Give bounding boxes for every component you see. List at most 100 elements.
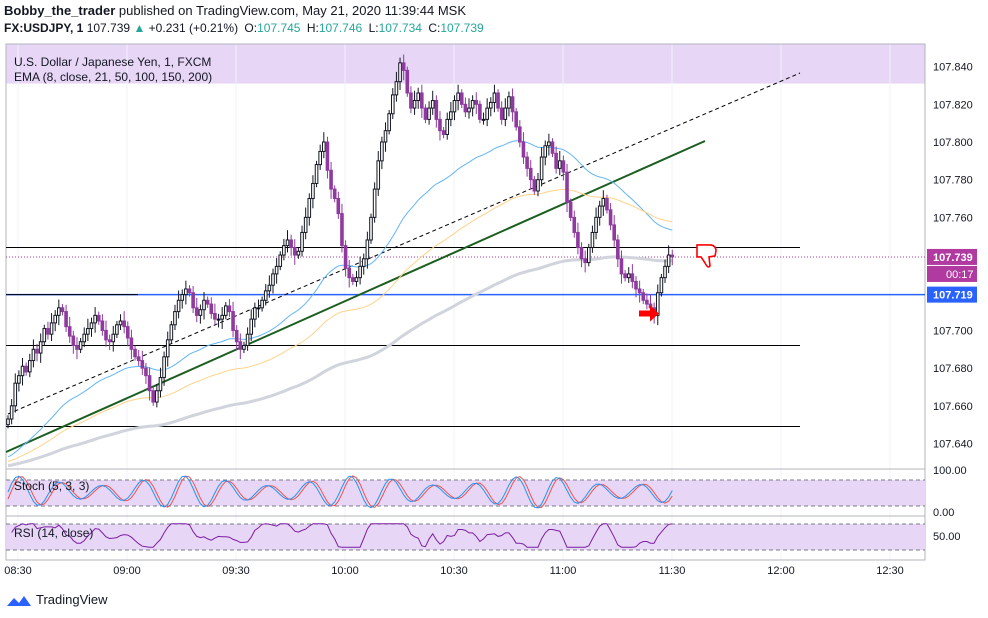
candle-body: [263, 290, 268, 301]
candle-body: [249, 318, 254, 335]
candle-body: [191, 292, 195, 309]
candle-body: [303, 216, 308, 233]
candle-body: [209, 303, 214, 314]
candle-body: [576, 231, 580, 249]
candle-body: [496, 92, 500, 109]
x-tick-label: 11:30: [659, 565, 686, 577]
candle-body: [380, 141, 384, 162]
close-label: C:: [428, 21, 441, 35]
candle-body: [398, 62, 402, 83]
open-label: O:: [244, 21, 258, 35]
candle-body: [550, 141, 555, 154]
candle-body: [532, 179, 537, 192]
candle-body: [572, 216, 577, 233]
candle-body: [587, 247, 591, 264]
candle-body: [162, 356, 166, 379]
published-text: published on TradingView.com, May 21, 20…: [118, 3, 467, 18]
ema-200-line: [7, 255, 673, 468]
candle-body: [467, 107, 471, 113]
candle-body: [619, 258, 624, 275]
last-price-header: 107.739: [86, 21, 131, 35]
candle-body: [452, 100, 457, 113]
rsi-band: [6, 524, 925, 550]
candle-body: [423, 107, 428, 120]
candle-body: [583, 258, 587, 264]
candle-body: [64, 311, 68, 328]
candle-body: [122, 320, 126, 328]
candle-body: [449, 111, 453, 120]
candle-body: [623, 273, 627, 279]
candle-body: [470, 100, 475, 109]
candle-body: [525, 156, 529, 169]
candle-body: [481, 118, 486, 121]
candle-body: [503, 107, 508, 120]
candle-body: [543, 145, 548, 158]
candle-body: [111, 333, 116, 343]
candle-body: [20, 365, 25, 377]
candle-body: [274, 265, 279, 275]
candle-body: [67, 326, 72, 337]
candle-body: [554, 152, 558, 169]
candle-body: [670, 254, 675, 258]
candle-body: [155, 390, 159, 403]
support-trendline: [5, 140, 706, 453]
x-tick-label: 09:00: [113, 565, 141, 577]
candle-body: [340, 213, 344, 247]
candle-body: [405, 69, 410, 94]
candle-body: [579, 247, 584, 260]
stoch-tick-label: 100.00: [933, 465, 967, 477]
x-tick-label: 09:30: [222, 565, 250, 577]
candle-body: [322, 141, 326, 152]
candle-body: [514, 111, 519, 128]
candle-body: [528, 167, 533, 181]
candle-body: [129, 337, 134, 350]
author-name[interactable]: Bobby_the_trader: [4, 3, 116, 18]
candle-body: [510, 96, 515, 113]
tradingview-logo[interactable]: TradingView: [6, 592, 108, 607]
candle-body: [430, 100, 435, 109]
candle-body: [597, 205, 602, 218]
last-price-tag: [927, 248, 977, 265]
close-value: 107.739: [440, 21, 484, 35]
candle-body: [147, 375, 152, 392]
candle-body: [347, 267, 352, 279]
candle-body: [144, 367, 148, 377]
x-tick-label: 10:30: [440, 565, 468, 577]
candle-body: [420, 92, 424, 109]
candle-body: [184, 288, 188, 296]
candle-body: [358, 265, 362, 279]
candle-body: [478, 103, 482, 120]
candle-body: [75, 345, 79, 350]
stoch-legend: Stoch (5, 3, 3): [14, 479, 89, 493]
candle-body: [180, 294, 185, 301]
candle-body: [318, 150, 322, 166]
red-arrow-icon: [639, 305, 659, 322]
rsi-legend: RSI (14, close): [14, 526, 93, 540]
y-tick-label: 107.660: [933, 401, 973, 413]
candle-body: [329, 169, 333, 190]
stoch-k-line: [7, 475, 673, 509]
ema-legend: EMA (8, close, 21, 50, 100, 150, 200): [14, 70, 212, 84]
candle-body: [659, 277, 664, 294]
candle-body: [151, 390, 155, 403]
candle-body: [463, 103, 468, 113]
candle-body: [205, 299, 210, 305]
candle-body: [499, 107, 504, 120]
candle-body: [35, 348, 39, 354]
last-price-label: 107.739: [933, 252, 973, 264]
candle-body: [82, 333, 87, 343]
candle-body: [242, 345, 246, 350]
candle-body: [594, 216, 598, 233]
open-value: 107.745: [257, 21, 301, 35]
candle-body: [608, 209, 613, 226]
candle-body: [307, 198, 312, 218]
ohlc-line: FX:USDJPY, 1 107.739 ▲ +0.231 (+0.21%) O…: [4, 21, 484, 35]
symbol-label: FX:USDJPY, 1: [4, 21, 84, 35]
candle-body: [394, 81, 399, 96]
candle-body: [107, 339, 112, 343]
candle-body: [300, 231, 304, 252]
x-tick-label: 11:00: [550, 565, 577, 577]
candle-body: [351, 277, 355, 282]
candle-body: [369, 216, 373, 241]
